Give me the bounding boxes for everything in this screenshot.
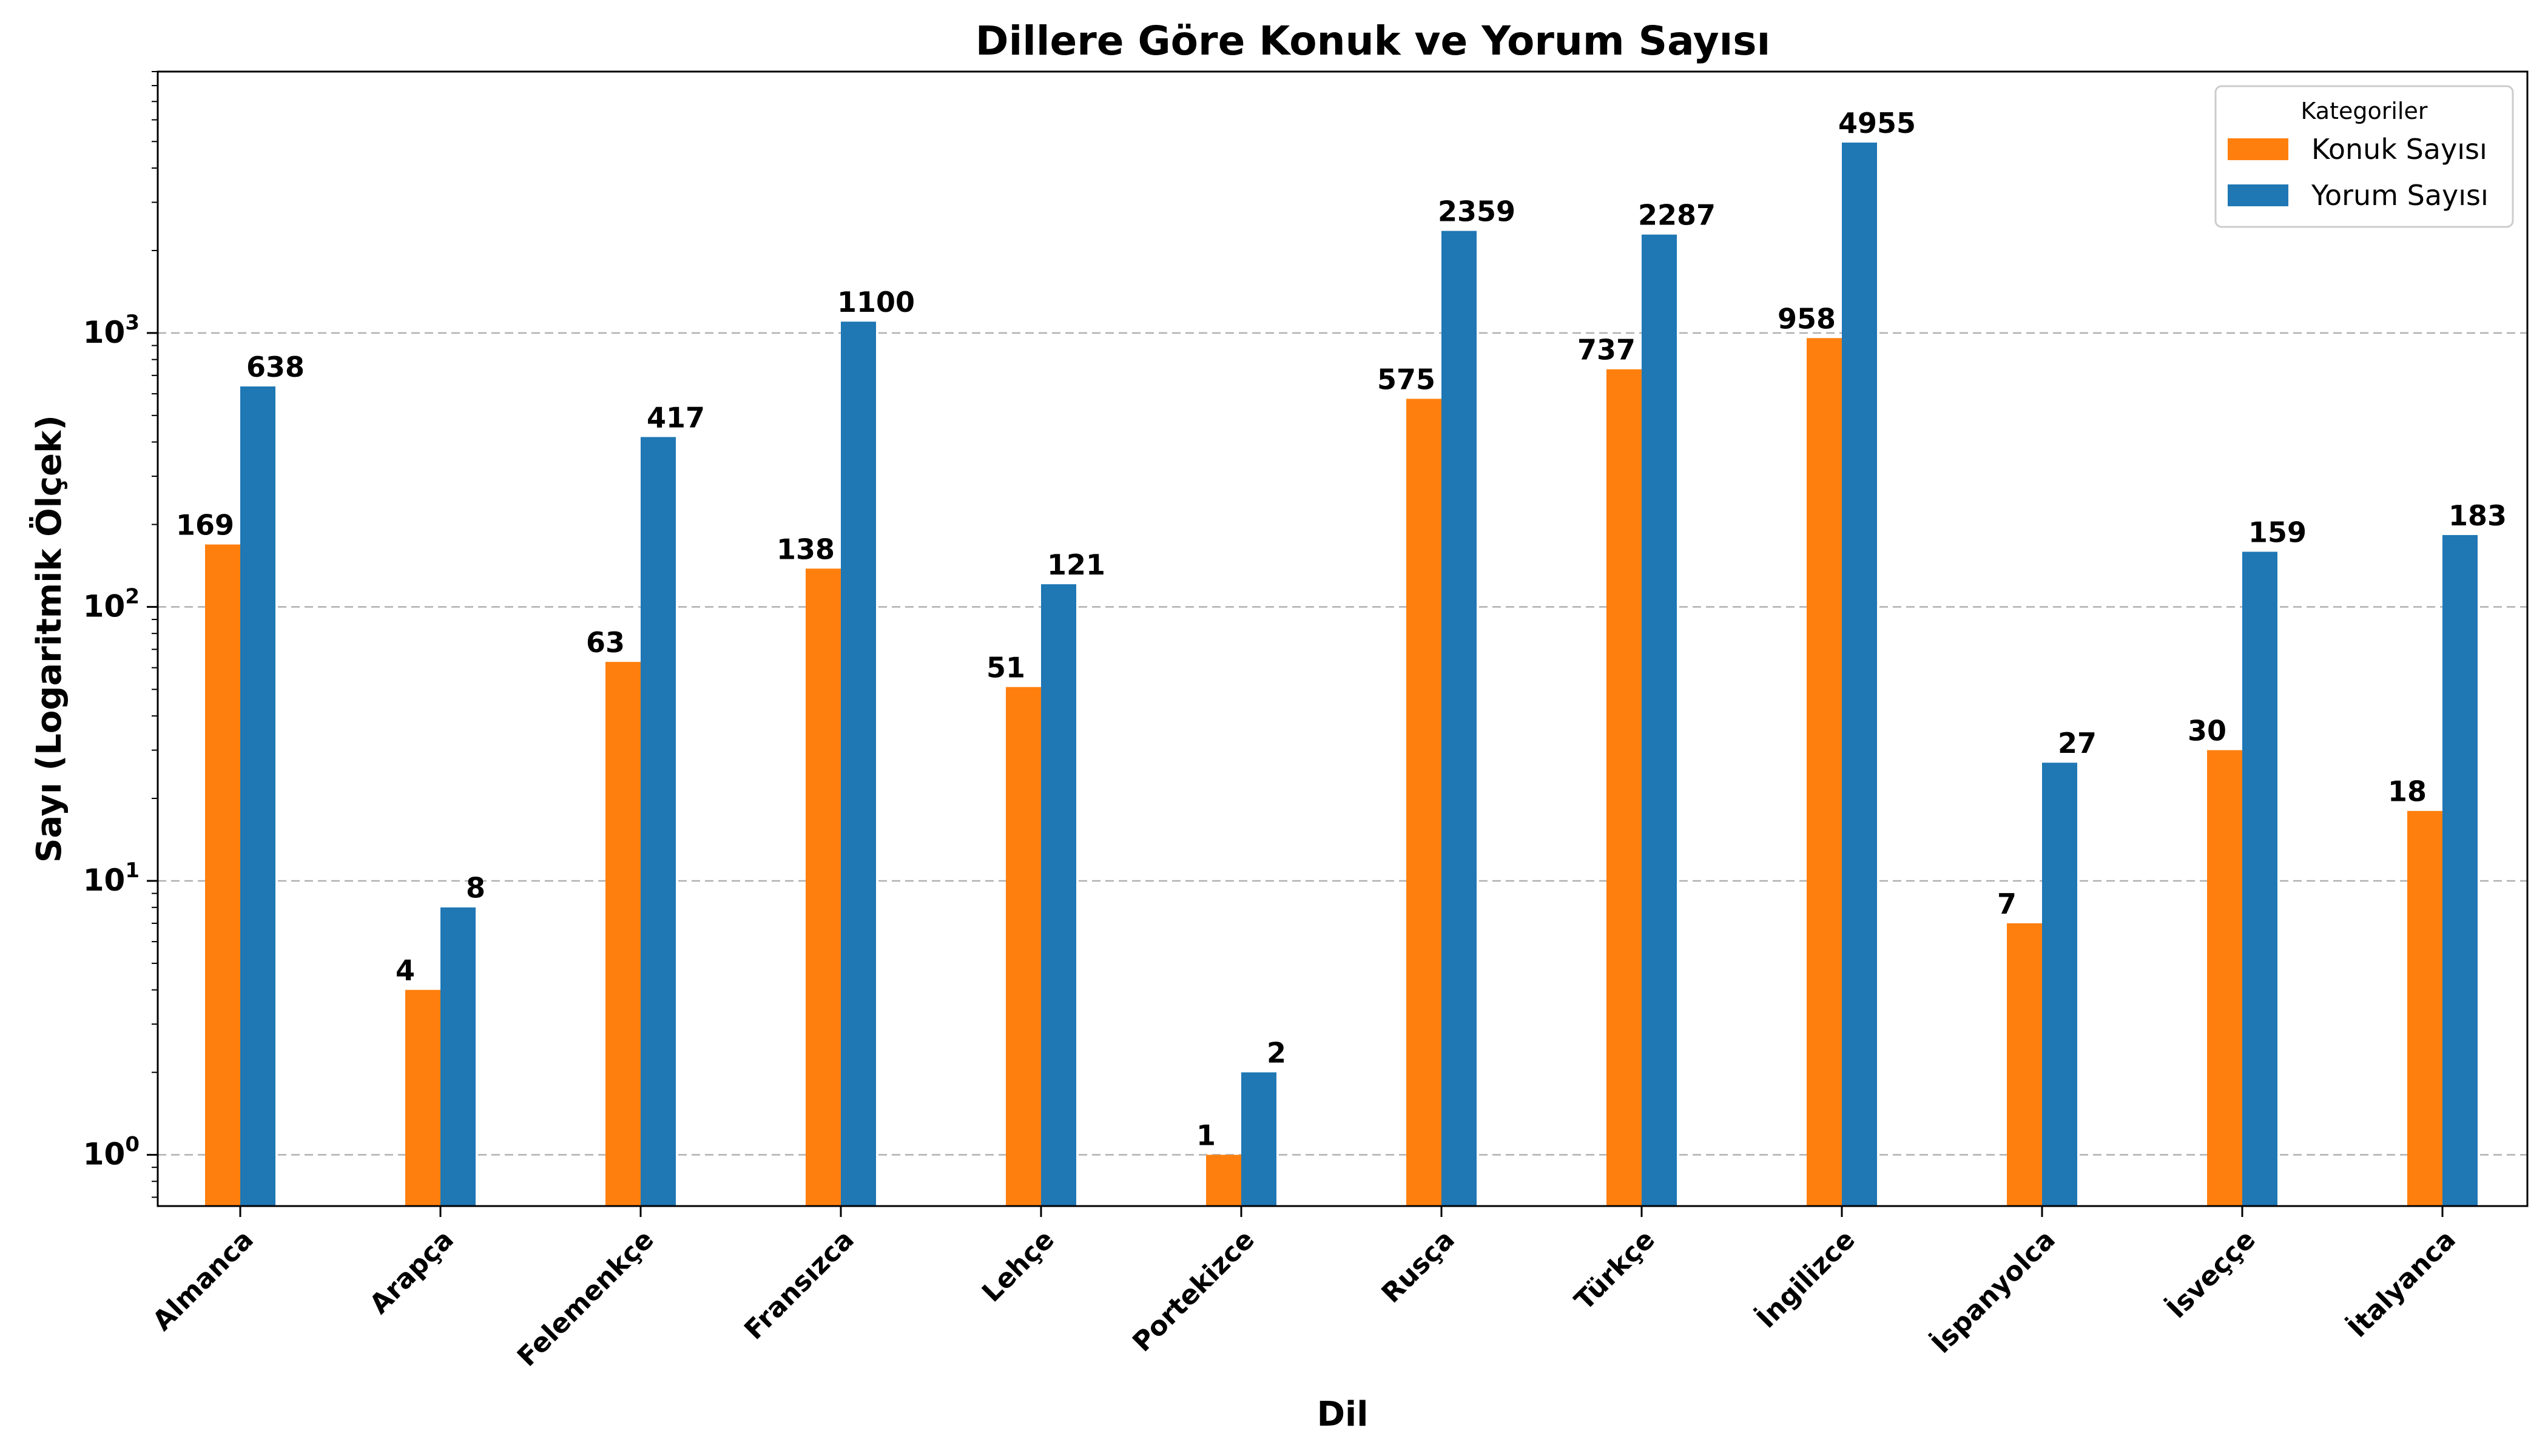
y-tick-label: 101	[83, 858, 140, 898]
bar-konuk	[1406, 399, 1441, 1206]
legend-label-konuk: Konuk Sayısı	[2311, 133, 2487, 166]
y-tick-label: 100	[83, 1133, 140, 1172]
bar-konuk	[1006, 687, 1041, 1206]
value-label: 4	[396, 954, 415, 987]
bar-yorum	[841, 322, 876, 1206]
value-label: 417	[647, 401, 705, 434]
legend-title: Kategoriler	[2301, 98, 2428, 124]
value-label: 958	[1778, 302, 1836, 335]
value-label: 2287	[1638, 199, 1716, 232]
grid-lines	[158, 332, 2527, 1156]
bar-konuk	[1807, 338, 1842, 1206]
bar-konuk	[405, 989, 440, 1206]
bar-yorum	[1441, 231, 1477, 1206]
y-tick-label: 103	[83, 311, 140, 350]
legend: Kategoriler Konuk Sayısı Yorum Sayısı	[2214, 85, 2514, 228]
value-label: 159	[2248, 516, 2307, 548]
bar-konuk	[2207, 750, 2242, 1206]
value-label: 4955	[1838, 107, 1916, 140]
value-label: 18	[2388, 775, 2427, 808]
bar-konuk	[2407, 811, 2442, 1206]
value-label: 575	[1377, 363, 1435, 396]
bar-konuk	[205, 544, 240, 1206]
bars	[205, 143, 2478, 1207]
value-label: 7	[1997, 888, 2017, 920]
bar-konuk	[605, 662, 641, 1206]
bar-yorum	[1842, 143, 1877, 1206]
bar-yorum	[440, 907, 476, 1206]
y-axis: 100 101 102 103	[83, 71, 158, 1198]
bar-yorum	[1642, 234, 1677, 1207]
bar-yorum	[2442, 534, 2478, 1206]
value-label: 183	[2449, 499, 2507, 532]
value-label: 737	[1577, 334, 1636, 366]
bar-konuk	[806, 568, 841, 1206]
value-label: 27	[2058, 727, 2097, 760]
chart-title: Dillere Göre Konuk ve Yorum Sayısı	[976, 18, 1770, 64]
value-label: 2359	[1438, 195, 1515, 228]
bar-konuk	[1606, 369, 1642, 1206]
value-label: 1	[1196, 1119, 1216, 1152]
value-label: 169	[176, 509, 234, 542]
value-label: 2	[1267, 1037, 1286, 1070]
value-label: 8	[466, 872, 485, 905]
value-label: 638	[246, 351, 305, 383]
x-axis-label: Dil	[1317, 1395, 1369, 1434]
value-label: 63	[586, 626, 625, 659]
legend-label-yorum: Yorum Sayısı	[2311, 179, 2489, 212]
legend-swatch-yorum	[2228, 184, 2288, 206]
legend-swatch-konuk	[2228, 138, 2288, 160]
bar-yorum	[1241, 1072, 1276, 1206]
bar-yorum	[641, 437, 676, 1207]
value-label: 51	[986, 651, 1025, 684]
plot-frame	[157, 70, 2529, 1207]
value-label: 138	[777, 533, 835, 565]
y-axis-label: Sayı (Logaritmik Ölçek)	[30, 415, 69, 863]
bar-yorum	[2042, 763, 2077, 1206]
value-label: 30	[2188, 715, 2226, 747]
legend-frame	[2214, 85, 2514, 228]
value-label: 121	[1047, 548, 1105, 581]
y-tick-label: 102	[83, 584, 140, 624]
bar-yorum	[240, 386, 275, 1207]
bar-yorum	[1041, 584, 1076, 1206]
value-labels: 169 638 4 8 63 417 138 1100 51 121 1 2 575 2359 737 228…	[176, 107, 2507, 1151]
value-label: 1100	[837, 286, 915, 318]
bar-yorum	[2242, 551, 2277, 1207]
bar-konuk	[2007, 923, 2042, 1206]
bar-konuk	[1206, 1154, 1241, 1206]
